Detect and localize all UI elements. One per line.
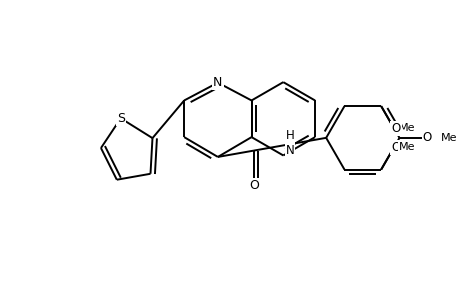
Text: S: S — [117, 112, 124, 125]
Text: Me: Me — [398, 123, 414, 133]
Text: O: O — [391, 141, 400, 154]
Text: O: O — [391, 122, 400, 135]
Text: O: O — [248, 179, 258, 192]
Text: N: N — [213, 76, 222, 89]
Text: O: O — [421, 131, 431, 144]
Text: Me: Me — [398, 142, 414, 152]
Text: H
N: H N — [285, 129, 294, 157]
Text: Me: Me — [440, 133, 456, 143]
